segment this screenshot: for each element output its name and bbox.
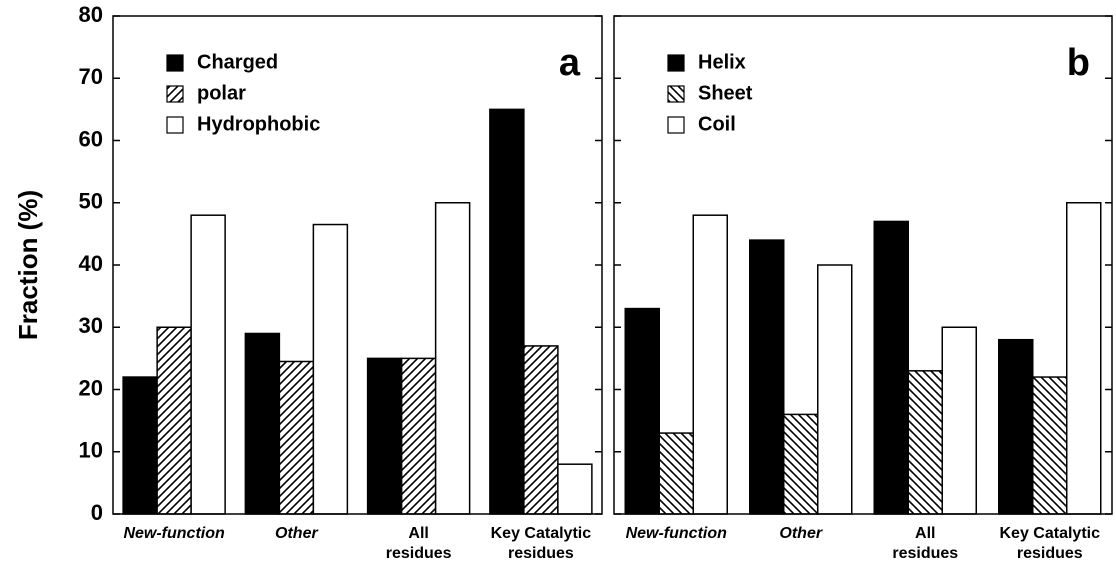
y-tick-label: 70 [79,64,103,89]
y-tick-label: 0 [91,500,103,525]
legend-label: Charged [197,51,278,73]
legend-swatch [667,116,685,134]
bar [278,360,315,515]
bar [1066,202,1102,515]
bar [658,432,694,515]
x-tick-label: Other [275,525,318,542]
x-tick-label: Key Catalytic residues [491,525,592,562]
bar [907,370,943,515]
legend-swatch [667,85,685,103]
bar [400,357,437,515]
y-tick-label: 20 [79,375,103,400]
bar [434,202,471,515]
bar [692,214,728,515]
legend-label: Helix [698,51,746,73]
legend-label: polar [197,82,246,104]
bar [1032,376,1068,515]
bar [156,326,192,515]
bar [523,345,559,515]
bar [873,220,909,515]
x-tick-label: Key Catalytic residues [1000,525,1101,562]
y-tick-label: 30 [79,313,103,338]
y-tick-label: 40 [79,251,103,276]
legend-label: Sheet [698,82,753,104]
legend-swatch [166,85,184,103]
legend-swatch [166,116,184,134]
legend-label: Hydrophobic [197,113,320,135]
bar [624,307,660,515]
panel-label: a [559,42,581,84]
bar [244,332,281,515]
y-tick-label: 50 [79,189,103,214]
x-tick-label: New-function [123,525,225,542]
bar [817,264,853,515]
bar [312,223,349,515]
y-tick-label: 60 [79,126,103,151]
bar [190,214,226,515]
legend-swatch [166,54,184,72]
legend-label: Coil [698,113,736,135]
x-tick-label: New-function [626,525,728,542]
bar [783,413,819,515]
bar [749,239,785,515]
x-tick-label: Other [779,525,822,542]
panel-label: b [1067,42,1090,84]
bar [489,108,525,515]
y-axis-label: Fraction (%) [13,190,43,340]
x-tick-label: All residues [386,525,452,562]
bar [366,357,403,515]
y-tick-label: 10 [79,438,103,463]
plot-frame [112,15,603,515]
plot-frame [613,15,1113,515]
bar [941,326,977,515]
x-tick-label: All residues [892,525,958,562]
legend-swatch [667,54,685,72]
bar [998,338,1034,515]
bar [557,463,593,515]
bar [122,376,158,515]
y-tick-label: 80 [79,2,103,27]
